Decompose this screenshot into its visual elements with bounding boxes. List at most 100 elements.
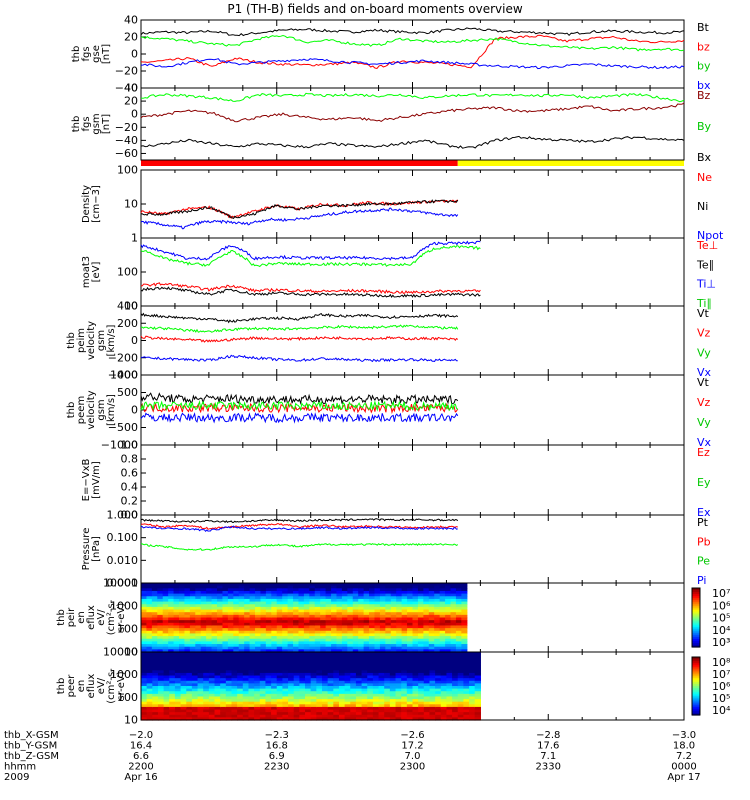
spectrogram-cell (255, 612, 262, 616)
y-tick-label: 0.0 (121, 509, 139, 522)
spectrogram-cell (200, 593, 207, 597)
spectrogram-cell (385, 590, 392, 595)
spectrogram-cell (327, 709, 334, 713)
spectrogram-cell (287, 601, 294, 605)
spectrogram-cell (463, 688, 470, 692)
spectrogram-cell (162, 622, 169, 627)
spectrogram-cell (395, 662, 402, 666)
spectrogram-cell (162, 636, 169, 640)
legend-ti⊥: Ti⊥ (696, 278, 716, 291)
spectrogram-cell (452, 709, 459, 713)
panel-frame (140, 19, 685, 89)
colorbar-cell (692, 588, 700, 591)
spectrogram-cell (379, 590, 386, 595)
spectrogram-cell (276, 706, 284, 711)
spectrogram-cell (151, 625, 158, 629)
spectrogram-cell (390, 617, 397, 621)
series-vy (140, 399, 459, 412)
spectrogram-cell (282, 688, 289, 692)
spectrogram-cell (379, 620, 386, 624)
spectrogram-cell (331, 628, 338, 632)
spectrogram-cell (417, 633, 424, 637)
spectrogram-cell (440, 706, 448, 711)
spectrogram-cell (214, 654, 221, 658)
spectrogram-cell (407, 609, 414, 613)
y-label-line: [cm−3] (91, 185, 102, 223)
spectrogram-cell (412, 617, 419, 621)
spectrogram-cell (428, 649, 435, 653)
spectrogram-cell (461, 606, 468, 611)
spectrogram-cell (352, 588, 359, 592)
spectrogram-cell (452, 706, 459, 711)
spectrogram-cell (276, 590, 283, 595)
spectrogram-cell (233, 598, 240, 603)
spectrogram-cell (358, 585, 365, 589)
spectrogram-cell (174, 691, 182, 695)
spectrogram-cell (341, 625, 348, 629)
spectrogram-cell (435, 670, 442, 674)
spectrogram-cell (327, 704, 334, 708)
spectrogram-cell (287, 633, 294, 637)
y-label-line: en (76, 680, 87, 693)
spectrogram-cell (233, 614, 240, 619)
spectrogram-cell (242, 706, 250, 711)
spectrogram-cell (469, 717, 476, 721)
spectrogram-cell (322, 683, 329, 687)
spectrogram-cell (282, 670, 289, 674)
spectrogram-cell (254, 665, 261, 669)
spectrogram-cell (146, 617, 153, 621)
spectrogram-cell (417, 583, 424, 587)
spectrogram-cell (287, 588, 294, 592)
spectrogram-cell (455, 646, 462, 650)
spectrogram-cell (254, 652, 261, 656)
spectrogram-cell (406, 714, 414, 718)
spectrogram-cell (336, 630, 343, 635)
spectrogram-cell (350, 712, 357, 716)
spectrogram-cell (418, 688, 425, 692)
spectrogram-cell (327, 667, 334, 671)
x-axis-value: Apr 16 (124, 772, 157, 783)
spectrogram-cell (200, 604, 207, 608)
spectrogram-cell (173, 636, 180, 640)
spectrogram-cell (452, 662, 459, 666)
spectrogram-cell (327, 688, 334, 692)
legend-npot: Npot (697, 229, 724, 242)
spectrogram-cell (298, 585, 305, 589)
spectrogram-cell (344, 672, 351, 677)
spectrogram-cell (305, 696, 312, 700)
spectrogram-cell (299, 696, 306, 700)
spectrogram-cell (309, 596, 316, 600)
spectrogram-cell (287, 638, 294, 642)
y-label-line: eflux (86, 605, 97, 630)
spectrogram-cell (203, 652, 210, 656)
spectrogram-cell (157, 583, 164, 587)
spectrogram-cell (363, 630, 370, 635)
spectrogram-cell (325, 649, 332, 653)
colorbar-cell (692, 713, 700, 716)
spectrogram-cell (314, 606, 321, 611)
spectrogram-cell (260, 628, 267, 632)
spectrogram-cell (417, 593, 424, 597)
spectrogram-cell (355, 667, 363, 671)
spectrogram-cell (271, 670, 278, 674)
spectrogram-cell (238, 638, 245, 642)
spectrogram-cell (310, 686, 317, 690)
spectrogram-cell (446, 714, 453, 718)
spectrogram-cell (168, 609, 175, 613)
spectrogram-cell (417, 644, 424, 648)
spectrogram-cell (303, 644, 310, 648)
spectrogram-cell (217, 649, 224, 653)
spectrogram-cell (293, 617, 300, 621)
spectrogram-cell (320, 601, 327, 605)
spectrogram-cell (361, 691, 368, 695)
spectrogram-cell (206, 641, 213, 645)
colorbar-cell (692, 597, 700, 601)
spectrogram-cell (463, 654, 470, 658)
spectrogram-cell (457, 699, 465, 703)
series-bx (140, 135, 685, 149)
spectrogram-cell (271, 620, 278, 624)
spectrogram-cell (248, 712, 255, 716)
spectrogram-cell (445, 604, 452, 608)
